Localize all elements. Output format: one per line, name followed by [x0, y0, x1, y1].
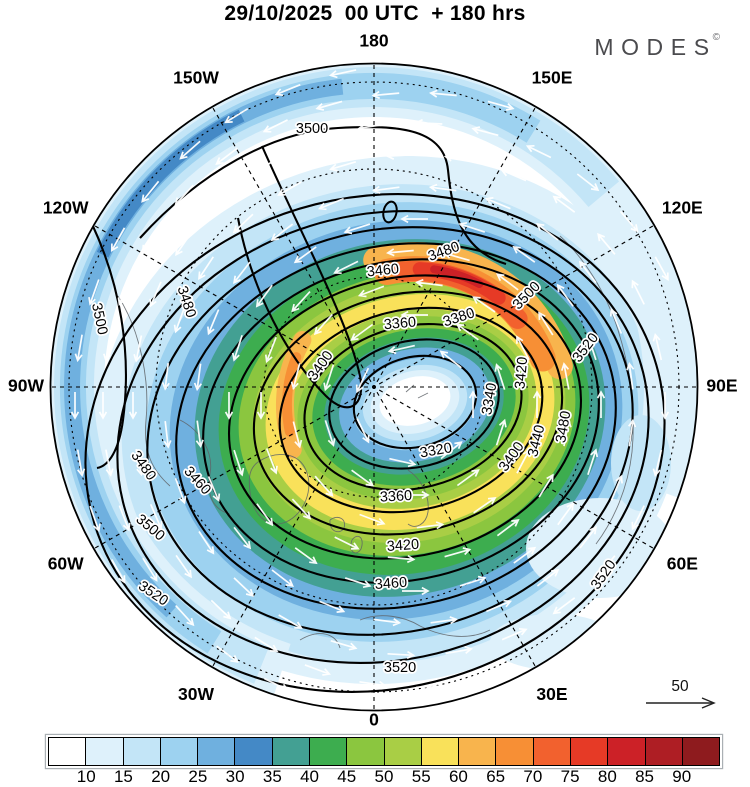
- svg-text:60W: 60W: [48, 554, 84, 574]
- svg-text:3500: 3500: [296, 121, 328, 137]
- svg-text:60E: 60E: [667, 554, 698, 574]
- modes-logo: MODES©: [594, 32, 724, 61]
- colorbar-tick: 85: [635, 767, 655, 786]
- svg-text:180: 180: [359, 31, 388, 51]
- colorbar-tick: 90: [672, 767, 692, 786]
- colorbar-tick-labels: 10 15 20 25 30 35 40 45 50 55 60 65 70 75 80 85 90: [49, 767, 719, 787]
- colorbar-tick: 10: [76, 767, 96, 786]
- colorbar-tick: 15: [113, 767, 133, 786]
- colorbar-cell: [86, 738, 124, 765]
- modes-logo-text: MODES: [594, 34, 717, 60]
- colorbar-cell: [421, 738, 460, 765]
- svg-text:120E: 120E: [662, 198, 703, 218]
- colorbar: 10 15 20 25 30 35 40 45 50 55 60 65 70 75 80 85 90: [48, 737, 720, 786]
- svg-text:150W: 150W: [173, 67, 219, 87]
- chart-title: 29/10/2025 00 UTC + 180 hrs: [224, 2, 526, 25]
- colorbar-cells: [49, 738, 720, 765]
- svg-text:150E: 150E: [532, 67, 573, 87]
- svg-text:3360: 3360: [379, 488, 412, 506]
- svg-text:120W: 120W: [43, 198, 89, 218]
- svg-text:90W: 90W: [8, 376, 44, 396]
- colorbar-tick: 55: [411, 767, 431, 786]
- colorbar-cell: [533, 738, 571, 765]
- colorbar-cell: [608, 738, 646, 765]
- colorbar-cell: [682, 738, 720, 765]
- colorbar-cell: [570, 738, 609, 765]
- colorbar-cell: [123, 738, 161, 765]
- colorbar-cell: [49, 738, 87, 765]
- map-border-circle: [49, 62, 699, 712]
- colorbar-tick: 80: [597, 767, 617, 786]
- colorbar-cell: [198, 738, 236, 765]
- svg-text:3420: 3420: [512, 356, 531, 390]
- reference-arrow-label: 50: [671, 678, 689, 695]
- svg-text:30E: 30E: [536, 684, 567, 704]
- longitude-labels: 180 150E 120E 90E 60E 30E 0 30W 60W 90W 120W 150W: [8, 31, 738, 730]
- colorbar-cell: [645, 738, 683, 765]
- svg-text:3360: 3360: [383, 314, 417, 333]
- colorbar-tick: 50: [374, 767, 394, 786]
- colorbar-tick: 40: [300, 767, 320, 786]
- colorbar-tick: 70: [523, 767, 543, 786]
- svg-text:3460: 3460: [366, 261, 400, 280]
- colorbar-cell: [459, 738, 497, 765]
- colorbar-cell: [384, 738, 422, 765]
- colorbar-cell: [347, 738, 385, 765]
- polar-map: 180 150E 120E 90E 60E 30E 0 30W 60W 90W 120W 150W 3…: [8, 31, 738, 730]
- svg-text:3520: 3520: [384, 660, 416, 676]
- svg-text:90E: 90E: [706, 376, 737, 396]
- colorbar-cell: [496, 738, 534, 765]
- wind-speed-shading: [50, 63, 698, 711]
- height-contours: [84, 125, 666, 693]
- colorbar-cell: [235, 738, 273, 765]
- colorbar-tick: 60: [448, 767, 468, 786]
- wind-arrows: [70, 69, 670, 692]
- colorbar-tick: 20: [151, 767, 171, 786]
- colorbar-tick: 25: [188, 767, 208, 786]
- svg-text:3460: 3460: [374, 575, 407, 593]
- colorbar-cell: [160, 738, 199, 765]
- colorbar-cell: [309, 738, 348, 765]
- modes-logo-mark: ©: [712, 32, 720, 44]
- coastlines: [117, 235, 634, 649]
- colorbar-tick: 30: [225, 767, 245, 786]
- svg-text:30W: 30W: [178, 684, 214, 704]
- colorbar-tick: 75: [560, 767, 580, 786]
- colorbar-cell: [272, 738, 310, 765]
- colorbar-tick: 65: [486, 767, 506, 786]
- graticule: [52, 65, 696, 709]
- colorbar-tick: 45: [337, 767, 357, 786]
- colorbar-tick: 35: [262, 767, 282, 786]
- svg-text:3420: 3420: [386, 537, 419, 555]
- reference-arrow: 50: [646, 678, 716, 709]
- svg-text:0: 0: [369, 710, 379, 730]
